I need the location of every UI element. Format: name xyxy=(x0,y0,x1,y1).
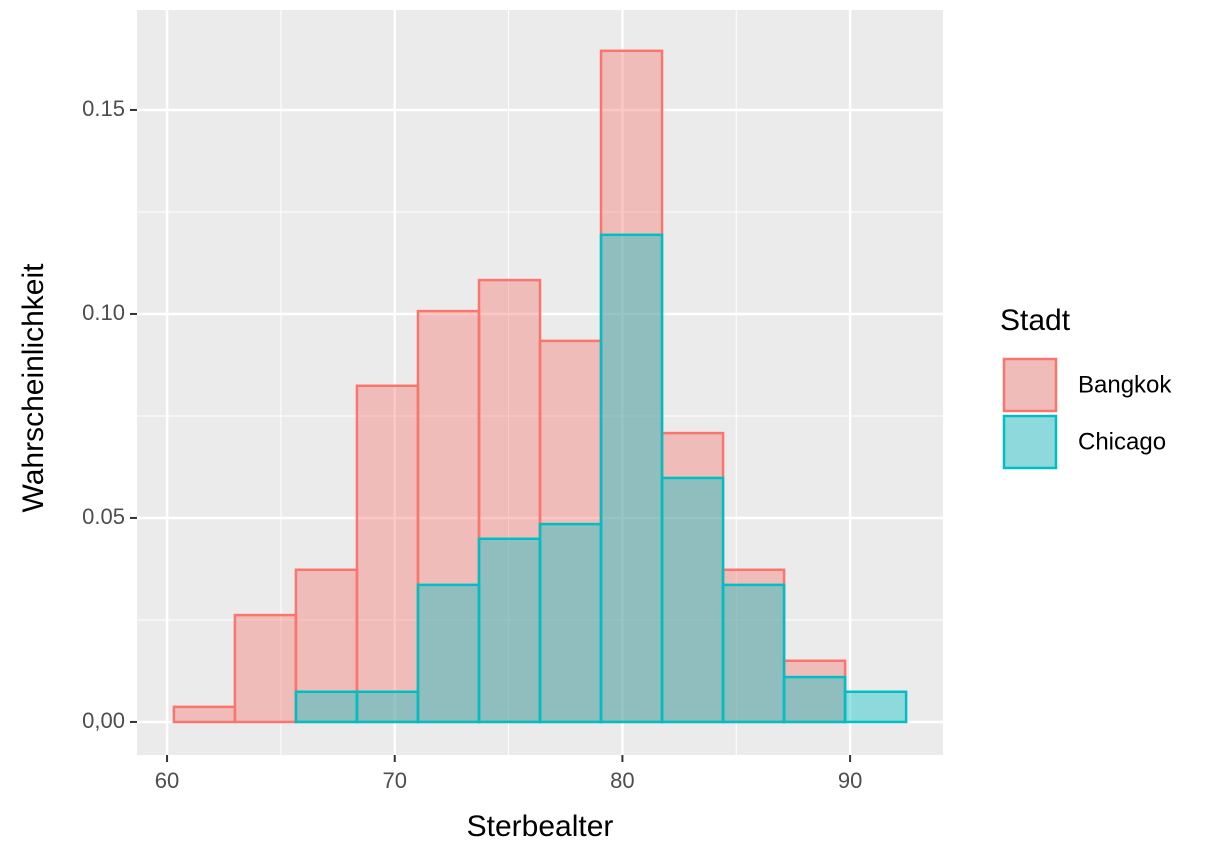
histogram-bar xyxy=(172,705,237,724)
histogram-bar xyxy=(538,522,603,724)
histogram-bar xyxy=(660,431,725,724)
histogram-bar xyxy=(294,568,359,724)
histogram-bar xyxy=(721,568,786,724)
y-tick-label: 0,00 xyxy=(82,708,125,733)
histogram-bar xyxy=(294,690,359,724)
legend-key xyxy=(1002,414,1058,470)
legend-label: Bangkok xyxy=(1078,371,1172,398)
legend-key-bg xyxy=(1003,358,1057,412)
legend-key-bg xyxy=(1003,415,1057,469)
x-axis-title: Sterbealter xyxy=(467,810,614,843)
histogram-bar xyxy=(660,476,725,724)
histogram-bar xyxy=(477,537,542,724)
x-tick-label: 80 xyxy=(610,768,634,793)
y-axis-title: Wahrscheinlichkeit xyxy=(17,263,50,513)
y-tick-label: 0.10 xyxy=(82,300,125,325)
y-tick-label: 0.05 xyxy=(82,504,125,529)
histogram-bar xyxy=(355,690,420,724)
histogram-bar xyxy=(416,583,481,724)
x-tick-label: 60 xyxy=(155,768,179,793)
histogram-bar xyxy=(233,613,298,724)
histogram-bar xyxy=(477,278,542,724)
x-tick-label: 70 xyxy=(382,768,406,793)
legend-key xyxy=(1002,357,1058,413)
histogram-bar xyxy=(721,583,786,724)
legend-title: Stadt xyxy=(1000,304,1071,337)
histogram-bar xyxy=(843,690,908,724)
legend-label: Chicago xyxy=(1078,428,1166,455)
x-tick-label: 90 xyxy=(838,768,862,793)
histogram-bar xyxy=(782,675,847,724)
y-tick-label: 0.15 xyxy=(82,96,125,121)
histogram-bar xyxy=(355,384,420,724)
histogram-bar xyxy=(599,233,664,724)
